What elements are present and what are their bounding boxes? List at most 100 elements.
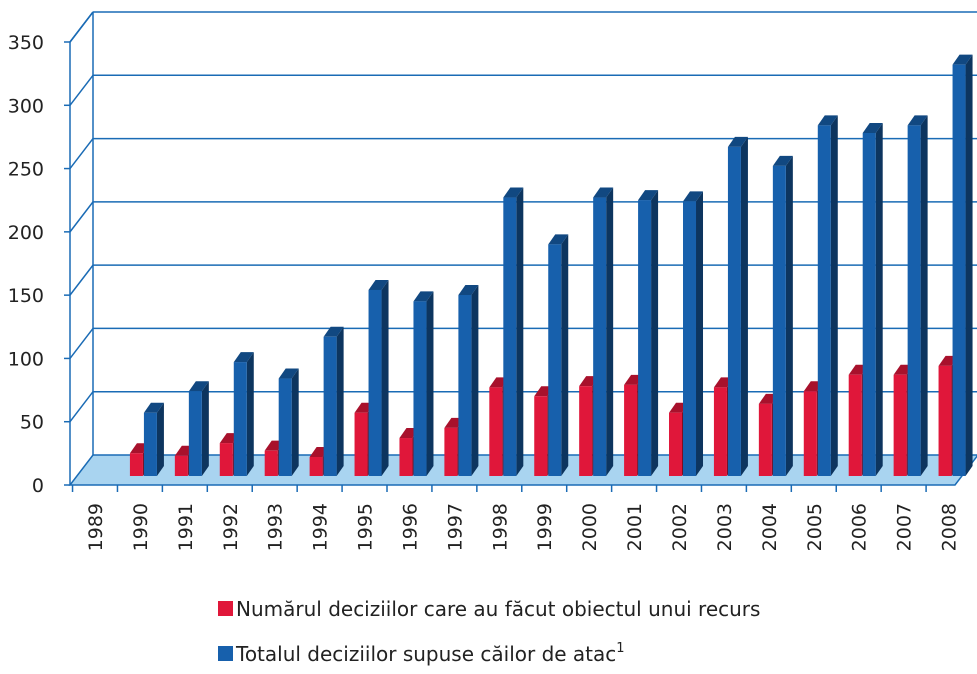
legend-label: Totalul deciziilor supuse căilor de atac… (235, 641, 625, 666)
bar-side (201, 381, 209, 476)
bar-front (264, 450, 278, 476)
bar-top (413, 291, 434, 302)
bar (458, 285, 479, 476)
grid-side (69, 201, 94, 233)
grid-side (69, 264, 94, 296)
bar-top (638, 190, 659, 201)
bar (548, 234, 569, 476)
y-tick-label: 50 (20, 412, 44, 434)
bar-side (336, 326, 344, 476)
bar-top (503, 187, 524, 198)
bar-top (817, 115, 838, 126)
bar-front (862, 132, 876, 476)
bar (907, 115, 928, 476)
bar (817, 115, 838, 476)
y-tick-label: 100 (8, 348, 44, 370)
bar-side (516, 187, 524, 477)
bar-side (246, 352, 254, 476)
bar-front (143, 412, 157, 476)
bar-side (381, 279, 389, 476)
bar (143, 402, 164, 476)
grid-side (69, 11, 94, 43)
x-tick-label: 1996 (399, 503, 421, 551)
grid-side (69, 74, 94, 106)
bar (638, 190, 659, 476)
bar-front (278, 378, 292, 476)
bar (952, 54, 973, 477)
bar-side (156, 402, 164, 476)
x-tick-label: 2003 (714, 503, 736, 551)
bar-side (291, 368, 299, 476)
bar-front (489, 387, 503, 476)
y-tick-label: 0 (32, 475, 44, 497)
bar (278, 368, 299, 476)
bar-top (143, 402, 164, 413)
bar-front (713, 387, 727, 476)
bar (772, 155, 793, 476)
x-tick-label: 2005 (804, 503, 826, 551)
bar-front (233, 362, 247, 476)
x-tick-label: 2008 (939, 503, 961, 551)
bar (233, 352, 254, 476)
bar-side (920, 115, 928, 476)
bar-front (174, 455, 188, 476)
bar-top (368, 279, 389, 290)
legend-footnote: 1 (616, 641, 624, 656)
bar-front (772, 165, 786, 476)
y-tick-label: 200 (8, 222, 44, 244)
bar (413, 291, 434, 476)
bar-front (188, 391, 202, 476)
bar-front (579, 386, 593, 476)
bar-front (952, 64, 966, 477)
x-tick-label: 2007 (894, 503, 916, 551)
bar (862, 122, 883, 477)
bar-top (683, 191, 704, 202)
legend-swatch (218, 601, 233, 616)
bar-side (696, 191, 704, 476)
bar (503, 187, 524, 477)
bar (323, 326, 344, 476)
x-tick-label: 1992 (220, 503, 242, 551)
bar-top (548, 234, 569, 245)
bar-side (651, 190, 659, 476)
x-tick-label: 2002 (669, 503, 691, 551)
bar-front (938, 365, 952, 476)
bar-front (638, 200, 652, 476)
bar-side (830, 115, 838, 476)
bar-front (593, 197, 607, 477)
bar-front (817, 125, 831, 476)
legend-text: Numărul deciziilor care au făcut obiectu… (236, 597, 760, 621)
bar-front (907, 125, 921, 476)
bar-top (458, 285, 479, 296)
bar-side (965, 54, 973, 477)
bar-front (848, 374, 862, 476)
bar-front (669, 412, 683, 476)
bar-front (803, 391, 817, 476)
bar-front (534, 396, 548, 476)
x-tick-label: 2001 (624, 503, 646, 551)
bar-front (444, 427, 458, 476)
bar-front (219, 443, 233, 476)
legend-text: Totalul deciziilor supuse căilor de atac (235, 642, 616, 666)
bar-top (233, 352, 254, 363)
x-tick-label: 1997 (444, 503, 466, 551)
bar-front (368, 289, 382, 476)
bar-front (758, 403, 772, 476)
bar-front (323, 336, 337, 476)
bar-front (413, 301, 427, 476)
y-tick-label: 350 (8, 32, 44, 54)
bar-front (624, 384, 638, 476)
bar-side (785, 155, 793, 476)
bar-top (278, 368, 299, 379)
bar (593, 187, 614, 477)
x-tick-label: 1993 (265, 503, 287, 551)
bar-side (561, 234, 569, 476)
grid-side (69, 138, 94, 170)
bar-front (727, 146, 741, 476)
bar-top (593, 187, 614, 198)
bar-front (503, 197, 517, 477)
x-tick-label: 1989 (85, 503, 107, 551)
bar-front (458, 295, 472, 476)
bar-side (426, 291, 434, 476)
